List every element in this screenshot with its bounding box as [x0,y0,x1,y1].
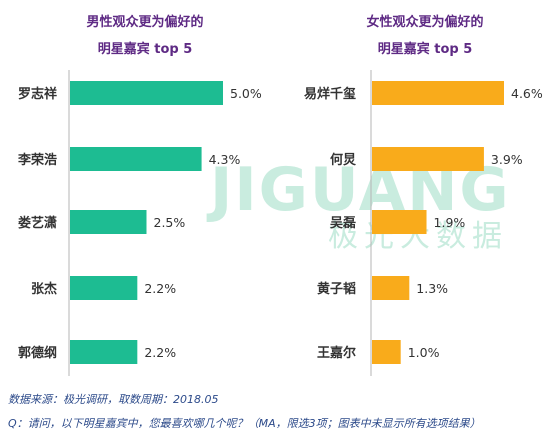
male-value-label: 2.5% [154,215,186,230]
male-category-label: 罗志祥 [18,86,57,102]
male-bar [70,340,138,364]
female-value-label: 4.6% [511,86,543,101]
male-bar [70,147,202,171]
female-bar [372,147,484,171]
male-chart-title: 男性观众更为偏好的 [86,14,203,30]
female-category-label: 黄子韬 [317,281,356,297]
male-category-label: 郭德纲 [18,345,57,361]
female-bar [372,340,401,364]
female-chart-subtitle: 明星嘉宾 top 5 [378,41,473,57]
male-value-label: 5.0% [230,86,262,101]
female-category-label: 吴磊 [330,216,356,231]
female-bar [372,276,410,300]
survey-question-note: Q：请问，以下明星嘉宾中，您最喜欢哪几个呢？（MA，限选3项；图表中未显示所有选… [8,417,481,430]
female-value-label: 3.9% [491,152,523,167]
male-bar [70,81,223,105]
male-value-label: 4.3% [209,152,241,167]
male-bar [70,276,138,300]
data-source-note: 数据来源：极光调研，取数周期：2018.05 [8,393,219,406]
male-category-label: 娄艺潇 [18,215,57,231]
female-value-label: 1.0% [408,345,440,360]
male-bar [70,210,147,234]
female-bar [372,210,427,234]
male-value-label: 2.2% [144,345,176,360]
female-category-label: 王嘉尔 [317,345,356,361]
female-bar [372,81,504,105]
male-category-label: 李荣浩 [17,152,57,168]
female-value-label: 1.3% [416,281,448,296]
male-category-label: 张杰 [31,281,57,297]
female-chart-title: 女性观众更为偏好的 [366,14,483,30]
female-value-label: 1.9% [434,215,466,230]
female-category-label: 何炅 [330,152,357,168]
male-chart-subtitle: 明星嘉宾 top 5 [98,41,193,57]
female-category-label: 易烊千玺 [304,86,356,102]
male-value-label: 2.2% [144,281,176,296]
